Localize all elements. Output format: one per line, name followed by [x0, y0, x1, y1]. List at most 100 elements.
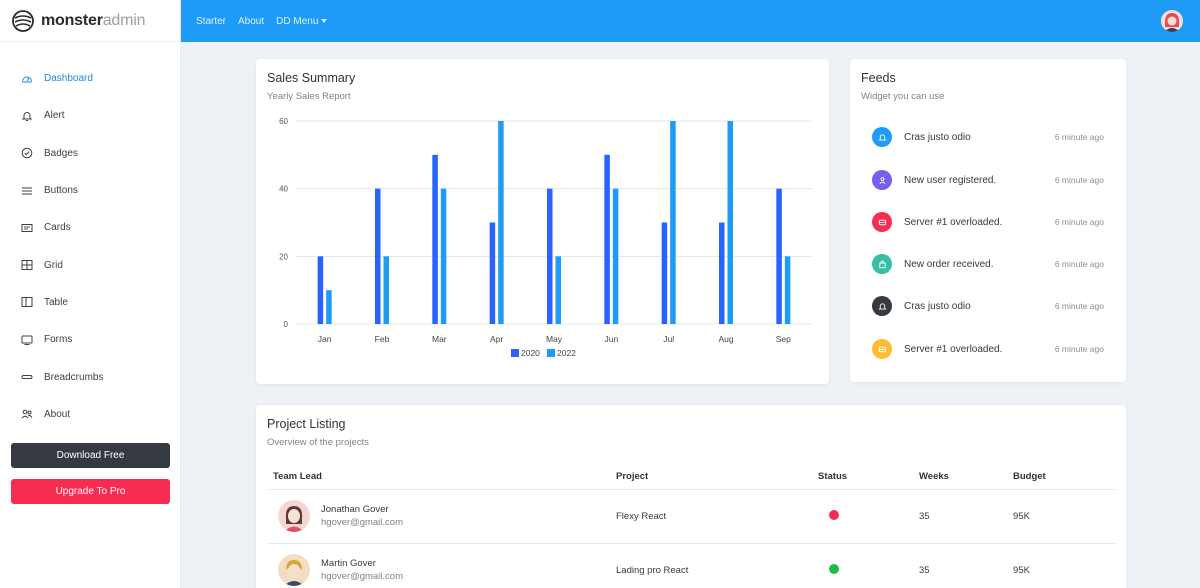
- bar-2020-jun: [604, 154, 610, 324]
- nav-dropdown-dd-menu[interactable]: DD Menu: [276, 16, 328, 27]
- table-icon: [21, 297, 33, 308]
- feed-item[interactable]: Cras justo odio 6 minute ago: [872, 296, 1104, 316]
- sidebar-item-buttons[interactable]: Buttons: [0, 172, 180, 209]
- bar-2022-mar: [440, 188, 447, 324]
- x-tick-label: Jan: [318, 334, 332, 344]
- sidebar-item-label: About: [44, 408, 71, 420]
- project-listing-card: Project Listing Overview of the projects…: [256, 405, 1126, 588]
- feed-item[interactable]: New user registered. 6 minute ago: [872, 170, 1104, 190]
- column-header-budget[interactable]: Budget: [1013, 471, 1046, 482]
- sidebar-item-badges[interactable]: Badges: [0, 135, 180, 172]
- bell-icon: [21, 112, 33, 121]
- feed-time: 6 minute ago: [1054, 344, 1104, 354]
- form-icon: [21, 335, 33, 345]
- sidebar-item-grid[interactable]: Grid: [0, 246, 180, 283]
- feed-item[interactable]: New order received. 6 minute ago: [872, 254, 1104, 274]
- sidebar-nav: Dashboard Alert Badges Buttons Cards Gri…: [0, 60, 180, 433]
- bar-2020-mar: [432, 154, 438, 324]
- team-lead-name: Jonathan Gover: [321, 504, 389, 515]
- status-dot: [829, 510, 839, 520]
- x-tick-label: Aug: [718, 334, 733, 344]
- avatar: [278, 554, 310, 586]
- x-tick-label: May: [546, 334, 563, 344]
- feed-item[interactable]: Server #1 overloaded. 6 minute ago: [872, 339, 1104, 359]
- bar-2022-jul: [670, 121, 676, 324]
- sidebar-item-label: Forms: [44, 334, 73, 346]
- sidebar-item-forms[interactable]: Forms: [0, 321, 180, 358]
- y-tick-label: 40: [279, 185, 288, 194]
- column-header-project[interactable]: Project: [616, 471, 649, 482]
- feed-item[interactable]: Server #1 overloaded. 6 minute ago: [872, 212, 1104, 232]
- nav-link-about[interactable]: About: [238, 15, 265, 27]
- sidebar-item-table[interactable]: Table: [0, 284, 180, 321]
- x-tick-label: Sep: [776, 334, 791, 344]
- y-tick-label: 60: [279, 117, 288, 126]
- table-divider: [268, 543, 1116, 544]
- sales-bar-chart: 0 20 40 60 Jan Feb Mar Apr May Jun Jul Aug Sep 2020 20…: [279, 117, 812, 358]
- project-name: Lading pro React: [616, 565, 689, 576]
- bar-2022-may: [555, 256, 561, 324]
- feed-text: New user registered.: [904, 174, 997, 186]
- feed-icon-badge: [872, 170, 892, 190]
- feed-time: 6 minute ago: [1054, 301, 1104, 311]
- bar-2020-feb: [375, 188, 381, 324]
- budget-value: 95K: [1013, 565, 1030, 576]
- download-free-button[interactable]: Download Free: [11, 443, 170, 468]
- feeds-title: Feeds: [861, 71, 896, 85]
- user-avatar-icon: [1161, 10, 1183, 32]
- project-listing-subtitle: Overview of the projects: [267, 437, 369, 448]
- sidebar-item-label: Table: [44, 296, 68, 308]
- upgrade-to-pro-button[interactable]: Upgrade To Pro: [11, 479, 170, 504]
- y-tick-label: 20: [279, 252, 288, 261]
- topbar: Starter About DD Menu: [181, 0, 1200, 42]
- grid-icon: [21, 260, 33, 271]
- budget-value: 95K: [1013, 511, 1030, 522]
- column-header-weeks[interactable]: Weeks: [919, 471, 949, 482]
- column-header-team-lead[interactable]: Team Lead: [273, 471, 322, 482]
- feed-time: 6 minute ago: [1054, 175, 1104, 185]
- feed-icon-badge: [872, 254, 892, 274]
- column-header-status[interactable]: Status: [818, 471, 848, 482]
- sidebar-item-cards[interactable]: Cards: [0, 209, 180, 246]
- bar-2022-jun: [612, 188, 619, 324]
- bar-2020-aug: [719, 222, 725, 324]
- bar-2022-apr: [498, 121, 504, 324]
- weeks-value: 35: [919, 511, 930, 522]
- feed-text: Cras justo odio: [904, 131, 971, 143]
- feed-icon-badge: [872, 296, 892, 316]
- sidebar: monsteradmin Dashboard Alert Badges Butt…: [0, 0, 181, 588]
- brand[interactable]: monsteradmin: [0, 0, 180, 42]
- nav-link-starter[interactable]: Starter: [196, 15, 227, 27]
- sidebar-item-label: Breadcrumbs: [44, 371, 104, 383]
- feed-text: Cras justo odio: [904, 300, 971, 312]
- bag-icon: [878, 260, 886, 268]
- check-circle-icon: [21, 147, 33, 159]
- feed-text: Server #1 overloaded.: [904, 343, 1003, 355]
- avatar-illustration-icon: [278, 500, 310, 532]
- sidebar-item-about[interactable]: About: [0, 396, 180, 433]
- user-avatar[interactable]: [1161, 10, 1183, 32]
- bar-2020-sep: [776, 188, 782, 324]
- feed-time: 6 minute ago: [1054, 217, 1104, 227]
- legend-label-2020: 2020: [521, 348, 540, 358]
- list-icon: [22, 187, 32, 195]
- avatar: [278, 500, 310, 532]
- bar-2022-jan: [326, 290, 332, 324]
- legend-swatch-2020: [511, 349, 519, 357]
- brand-name: monsteradmin: [41, 11, 146, 29]
- weeks-value: 35: [919, 565, 930, 576]
- x-tick-label: Jul: [663, 334, 674, 344]
- project-name: Flexy React: [616, 511, 667, 522]
- feed-item[interactable]: Cras justo odio 6 minute ago: [872, 127, 1104, 147]
- project-listing-title: Project Listing: [267, 417, 346, 431]
- x-tick-label: Mar: [432, 334, 447, 344]
- sidebar-item-alert[interactable]: Alert: [0, 97, 180, 134]
- legend-swatch-2022: [547, 349, 555, 357]
- sidebar-item-dashboard[interactable]: Dashboard: [0, 60, 180, 97]
- x-tick-label: Feb: [375, 334, 390, 344]
- bar-2022-aug: [727, 121, 733, 324]
- sidebar-item-breadcrumbs[interactable]: Breadcrumbs: [0, 358, 180, 395]
- feeds-card: Feeds Widget you can use Cras justo odio…: [850, 59, 1126, 382]
- feed-icon-badge: [872, 339, 892, 359]
- feed-time: 6 minute ago: [1054, 132, 1104, 142]
